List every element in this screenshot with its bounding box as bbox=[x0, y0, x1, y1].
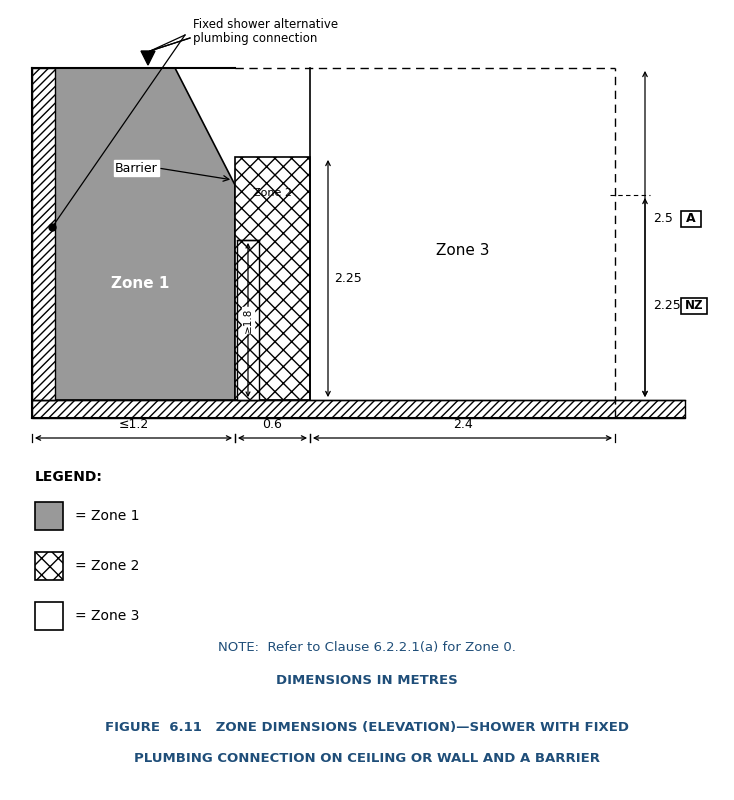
Bar bbox=[681, 211, 701, 227]
Text: 2.25: 2.25 bbox=[334, 272, 362, 285]
Text: plumbing connection: plumbing connection bbox=[193, 32, 317, 45]
Text: PLUMBING CONNECTION ON CEILING OR WALL AND A BARRIER: PLUMBING CONNECTION ON CEILING OR WALL A… bbox=[134, 751, 600, 765]
Text: Zone 3: Zone 3 bbox=[436, 243, 490, 258]
Text: DIMENSIONS IN METRES: DIMENSIONS IN METRES bbox=[276, 674, 458, 686]
Text: Zone 2: Zone 2 bbox=[253, 189, 292, 198]
Bar bbox=[681, 298, 707, 314]
Bar bbox=[32, 68, 55, 400]
Polygon shape bbox=[55, 68, 235, 400]
Text: = Zone 2: = Zone 2 bbox=[75, 559, 139, 573]
Text: A: A bbox=[686, 213, 696, 226]
Text: Zone 1: Zone 1 bbox=[111, 276, 170, 291]
Text: NZ: NZ bbox=[685, 299, 703, 312]
Text: ≤1.2: ≤1.2 bbox=[118, 418, 148, 431]
Bar bbox=[235, 157, 310, 400]
Text: 2.5: 2.5 bbox=[653, 213, 673, 226]
Text: NOTE:  Refer to Clause 6.2.2.1(a) for Zone 0.: NOTE: Refer to Clause 6.2.2.1(a) for Zon… bbox=[218, 641, 516, 654]
Text: Barrier: Barrier bbox=[115, 162, 158, 174]
Bar bbox=[35, 602, 63, 630]
Polygon shape bbox=[141, 51, 155, 65]
Text: = Zone 3: = Zone 3 bbox=[75, 609, 139, 623]
Bar bbox=[35, 502, 63, 530]
Text: = Zone 1: = Zone 1 bbox=[75, 509, 139, 523]
Text: ≥1.8: ≥1.8 bbox=[243, 307, 253, 333]
Bar bbox=[237, 240, 259, 400]
Bar bbox=[35, 552, 63, 580]
Text: FIGURE  6.11   ZONE DIMENSIONS (ELEVATION)—SHOWER WITH FIXED: FIGURE 6.11 ZONE DIMENSIONS (ELEVATION)—… bbox=[105, 722, 629, 734]
Text: 0.6: 0.6 bbox=[263, 418, 283, 431]
Text: LEGEND:: LEGEND: bbox=[35, 470, 103, 484]
Bar bbox=[32, 400, 685, 418]
Text: Fixed shower alternative: Fixed shower alternative bbox=[193, 18, 338, 31]
Text: 2.25: 2.25 bbox=[653, 299, 680, 312]
Text: 2.4: 2.4 bbox=[453, 418, 473, 431]
